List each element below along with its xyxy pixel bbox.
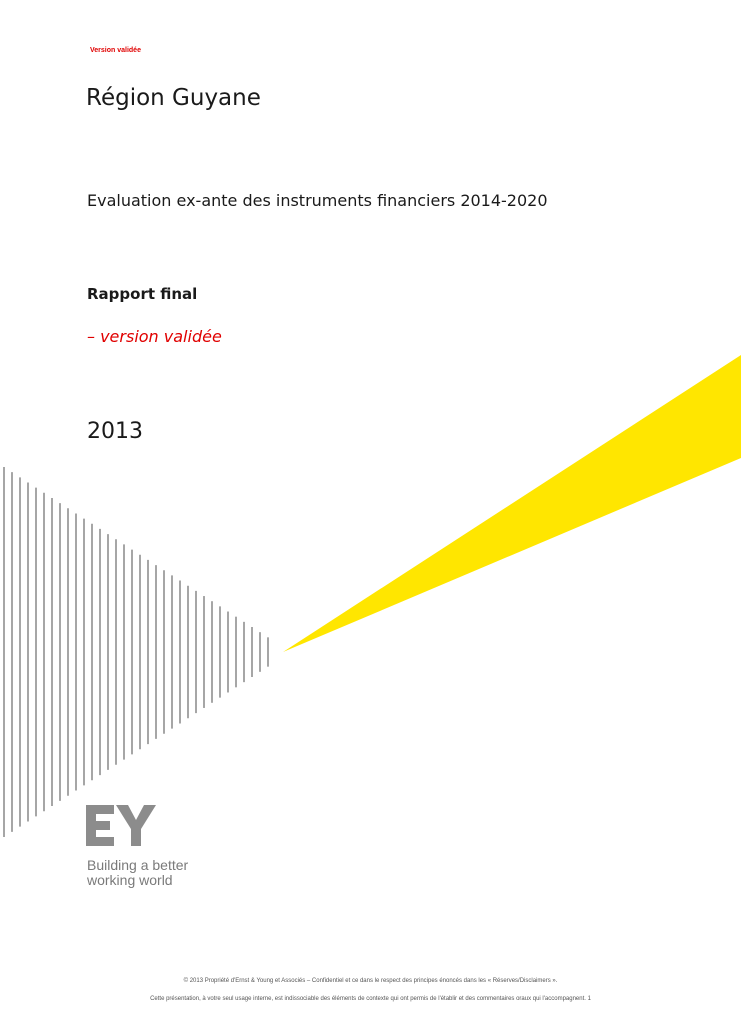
ey-tagline: Building a better working world bbox=[87, 858, 188, 888]
version-validated-tag: Version validée bbox=[90, 47, 141, 54]
yellow-beam bbox=[283, 355, 741, 652]
footer-disclaimer: Cette présentation, à votre seul usage i… bbox=[150, 996, 591, 1002]
report-label: Rapport final bbox=[87, 285, 198, 303]
tagline-line-2: working world bbox=[87, 872, 173, 888]
document-year: 2013 bbox=[87, 419, 143, 444]
report-version-label: – version validée bbox=[87, 327, 222, 346]
footer-copyright: © 2013 Propriété d'Ernst & Young et Asso… bbox=[183, 978, 558, 984]
grey-stripe-fan bbox=[3, 467, 269, 837]
ey-logo-mark bbox=[86, 805, 156, 846]
document-subtitle: Evaluation ex-ante des instruments finan… bbox=[87, 191, 548, 210]
document-title: Région Guyane bbox=[86, 85, 261, 111]
ey-logo bbox=[86, 800, 166, 850]
tagline-line-1: Building a better bbox=[87, 857, 189, 873]
